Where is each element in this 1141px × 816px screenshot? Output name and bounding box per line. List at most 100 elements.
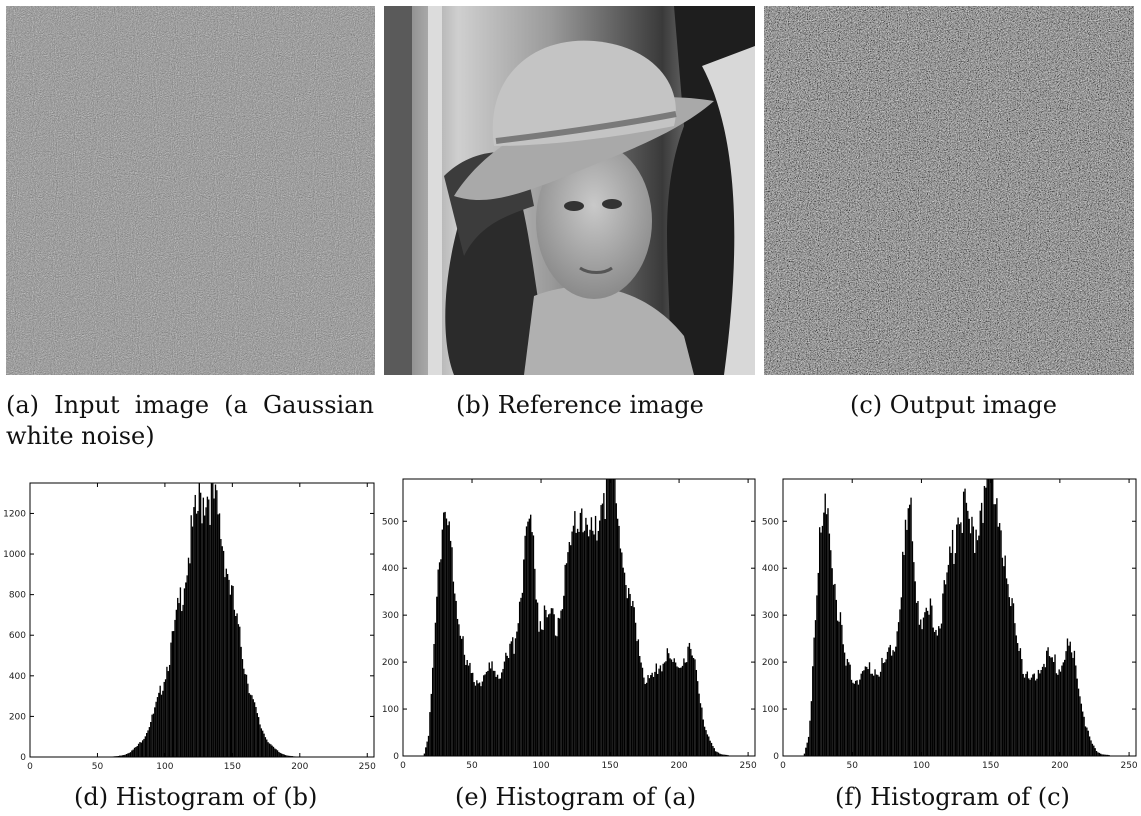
histogram-bar [841, 624, 843, 756]
histogram-bar [1105, 754, 1107, 756]
histogram-bar [719, 753, 721, 756]
histogram-bar [950, 552, 952, 756]
histogram-bar [813, 637, 815, 756]
histogram-bar [605, 479, 608, 756]
histogram-bar [226, 574, 229, 757]
histogram-bar [167, 671, 169, 757]
histogram-bar [874, 669, 876, 756]
histogram-bar [818, 527, 821, 756]
caption-a: (a) Input image (a Gaussian white noise) [6, 391, 374, 450]
histogram-bar [143, 738, 145, 757]
histogram-bar [996, 498, 998, 756]
histogram-bar [447, 525, 449, 756]
histogram-bar [1026, 671, 1029, 756]
histogram-bar [146, 733, 148, 757]
caption-b: (b) Reference image [456, 391, 704, 419]
histogram-bar [846, 658, 849, 756]
histogram-bar [647, 675, 649, 756]
histogram-bar [1011, 598, 1013, 756]
histogram-bar [651, 672, 653, 756]
histogram-bar [1062, 662, 1065, 756]
histogram-bar [888, 647, 890, 756]
histogram-bar [714, 751, 717, 756]
histogram-bar [1052, 662, 1055, 756]
histogram-bar [275, 749, 277, 757]
histogram-bar [684, 662, 686, 756]
histogram-bar [694, 659, 696, 756]
x-tick-label: 200 [291, 762, 308, 772]
histogram-bar [861, 671, 864, 756]
histogram-bar [1091, 743, 1094, 756]
histogram-bar [1025, 673, 1027, 756]
histogram-bar [630, 606, 633, 756]
histogram-bar [253, 702, 256, 757]
histogram-bar [961, 532, 963, 756]
histogram-bar [703, 726, 706, 756]
histogram-bar [441, 529, 444, 756]
histogram-bar [1032, 674, 1034, 756]
histogram-bar [202, 497, 205, 757]
histogram-bar [278, 751, 280, 757]
histogram-bar [443, 512, 445, 756]
histogram-bar [726, 754, 728, 756]
histogram-bar [541, 629, 543, 756]
histogram-bar [807, 736, 810, 756]
histogram-bar [150, 721, 152, 757]
histogram-bar [535, 599, 537, 756]
histogram-bar [131, 750, 133, 757]
histogram-bar [255, 707, 257, 757]
histogram-bar [900, 597, 903, 756]
histogram-bar [618, 525, 620, 756]
histogram-bar [119, 755, 121, 757]
histogram-bar [710, 742, 713, 756]
histogram-bar [1070, 652, 1073, 756]
y-tick-label: 0 [20, 753, 26, 763]
histogram-bar [601, 503, 604, 756]
histogram-bar [1100, 753, 1102, 756]
y-tick-label: 500 [382, 517, 399, 527]
histogram-bar [972, 526, 975, 756]
histogram-bar [1005, 578, 1008, 756]
histogram-bar [648, 678, 651, 756]
histogram-bar [1010, 606, 1012, 756]
histogram-bar [860, 673, 862, 756]
histogram-bar [834, 583, 836, 756]
histogram-bar [224, 577, 226, 757]
histogram-bar [904, 519, 907, 756]
x-tick-label: 100 [913, 761, 930, 771]
histogram-bar [561, 609, 564, 756]
histogram-bar [179, 587, 182, 757]
histogram-bar [982, 522, 984, 756]
histogram-bar [572, 525, 575, 756]
histogram-bar [843, 652, 846, 756]
histogram-bar [655, 663, 657, 756]
histogram-bar [452, 581, 455, 756]
histogram-bar [433, 644, 435, 756]
histogram-bar [1086, 727, 1088, 756]
histogram-bar [510, 641, 513, 756]
histogram-bar [845, 665, 847, 756]
histogram-bar [814, 620, 817, 756]
y-tick-label: 800 [9, 591, 26, 601]
x-tick-label: 150 [224, 762, 241, 772]
histogram-bar [139, 742, 141, 757]
histogram-bar [650, 675, 652, 756]
histogram-bar [568, 542, 571, 756]
histogram-bar [460, 638, 463, 756]
histogram-e: 0 50 100 150 200 250 0 100 200 300 400 500 [375, 474, 760, 774]
histogram-bar [879, 671, 882, 756]
histogram-bar [674, 662, 677, 756]
histogram-bar [640, 662, 642, 756]
histogram-bar [967, 510, 969, 756]
histogram-bar [1001, 557, 1004, 756]
histogram-bar [994, 504, 997, 756]
x-tick-label: 100 [156, 762, 173, 772]
histogram-bar [539, 621, 542, 756]
y-tick-label: 200 [9, 712, 26, 722]
histogram-bar [438, 562, 441, 756]
histogram-bar [1018, 650, 1020, 756]
histogram-bar [1004, 555, 1006, 756]
histogram-bar [449, 540, 452, 756]
histogram-bar [470, 673, 473, 756]
histogram-bar [574, 511, 576, 756]
